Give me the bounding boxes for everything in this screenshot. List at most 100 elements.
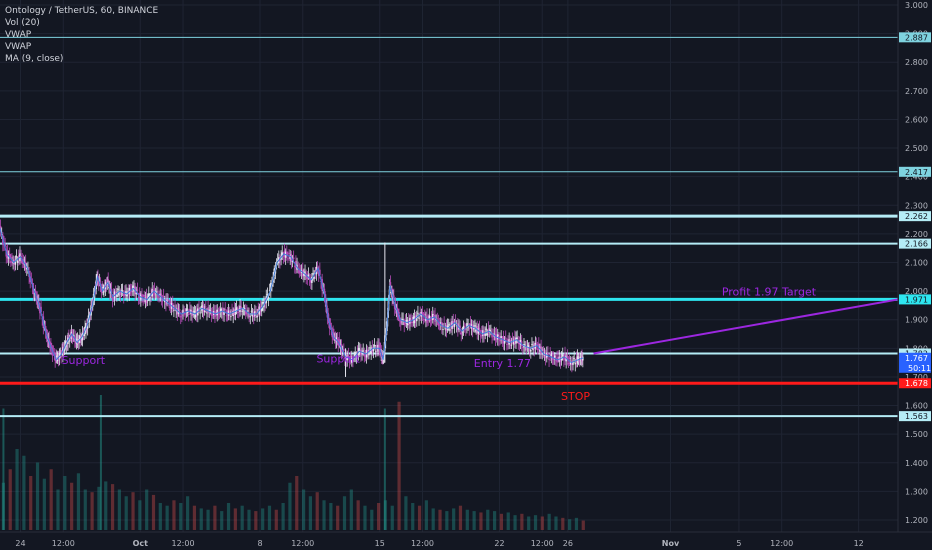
candle-body [44, 326, 47, 333]
candle-body [232, 310, 234, 316]
candle-body [235, 307, 238, 311]
candle-body [569, 361, 572, 365]
candle-body [463, 329, 466, 331]
price-tick-label: 2.300 [905, 201, 928, 210]
candle-body [80, 338, 82, 341]
candle-body [244, 310, 247, 315]
volume-bar [104, 481, 108, 530]
volume-bar [540, 516, 544, 530]
candle-body [348, 361, 351, 363]
volume-bar [377, 503, 381, 530]
volume-bar [1, 482, 6, 530]
level-price-label: 2.417 [905, 168, 928, 177]
candle-body [119, 291, 122, 296]
volume-bar [49, 469, 53, 530]
volume-bar [315, 492, 319, 530]
indicator-vwap-2[interactable]: VWAP [5, 42, 32, 52]
candle-body [542, 349, 545, 351]
ma-line [0, 228, 584, 364]
candle-body [117, 288, 119, 290]
candle-body [160, 293, 163, 299]
candle-body [479, 335, 482, 337]
candle-body [378, 344, 380, 351]
candle-body [444, 327, 447, 330]
candle-body [504, 337, 507, 339]
candle-body [239, 305, 241, 313]
candle-body [35, 298, 38, 302]
level-price-label: 1.678 [905, 379, 928, 388]
candle-body [500, 336, 502, 339]
price-tick-label: 2.800 [905, 58, 928, 67]
price-tick-label: 1.400 [905, 459, 928, 468]
volume-bar [424, 500, 428, 530]
candle-body [402, 319, 404, 321]
volume-bar [186, 496, 190, 530]
candle-body [433, 314, 435, 318]
candle-body [541, 353, 544, 355]
candle-body [16, 260, 19, 264]
volume-bar [158, 503, 162, 530]
candle-body [171, 303, 174, 310]
volume-bar [561, 517, 565, 530]
volume-bar [63, 476, 67, 530]
volume-bar [226, 503, 231, 530]
candle-body [211, 311, 214, 312]
candle-body [304, 271, 306, 276]
candle-body [399, 320, 401, 322]
volume-bar [342, 496, 347, 530]
candle-body [257, 309, 260, 312]
volume-bar [117, 489, 121, 530]
candle-body [511, 338, 514, 340]
indicator-vwap-1[interactable]: VWAP [5, 30, 32, 40]
candle-body [582, 356, 584, 361]
current-price-label: 1.767 [905, 354, 928, 363]
candle-body [412, 316, 415, 320]
volume-bar [70, 482, 74, 530]
candle-body [228, 311, 231, 314]
candle-body [442, 328, 444, 330]
candle-body [39, 308, 41, 314]
candle-body [572, 362, 574, 365]
candle-body [525, 347, 528, 351]
volume-bar [179, 503, 183, 530]
candle-body [510, 344, 513, 346]
candle-body [341, 352, 344, 354]
candle-body [563, 358, 565, 360]
candle-body [68, 336, 70, 338]
volume-bar [383, 500, 388, 530]
volume-bar [363, 505, 367, 530]
candle-body [205, 306, 207, 308]
level-price-tag [899, 32, 931, 43]
indicator-ma[interactable]: MA (9, close) [5, 54, 64, 64]
time-tick-label: 24 [15, 539, 25, 548]
candle-body [465, 328, 467, 330]
indicator-volume[interactable]: Vol (20) [5, 18, 40, 28]
candle-body [531, 344, 533, 345]
candle-body [353, 358, 355, 360]
price-tick-label: 2.500 [905, 144, 928, 153]
candle-body [149, 296, 151, 299]
candle-body [200, 306, 203, 308]
candle-body [153, 289, 156, 296]
candle-body [503, 340, 506, 344]
candle-body [559, 356, 562, 362]
candle-body [18, 255, 20, 260]
symbol-title[interactable]: Ontology / TetherUS, 60, BINANCE [5, 6, 159, 16]
candle-body [167, 299, 169, 301]
candle-body [552, 357, 555, 361]
volume-bar [76, 473, 81, 530]
candle-body [135, 292, 138, 295]
candle-body [419, 312, 422, 315]
candle-body [532, 347, 534, 351]
candle-body [423, 313, 426, 316]
volume-bar [206, 509, 210, 530]
candle-body [333, 333, 335, 335]
volume-bar [288, 482, 292, 530]
candle-body [354, 352, 357, 357]
volume-bar [356, 500, 360, 530]
candle-body [506, 344, 508, 346]
candle-body [249, 316, 252, 318]
candle-body [168, 306, 171, 308]
